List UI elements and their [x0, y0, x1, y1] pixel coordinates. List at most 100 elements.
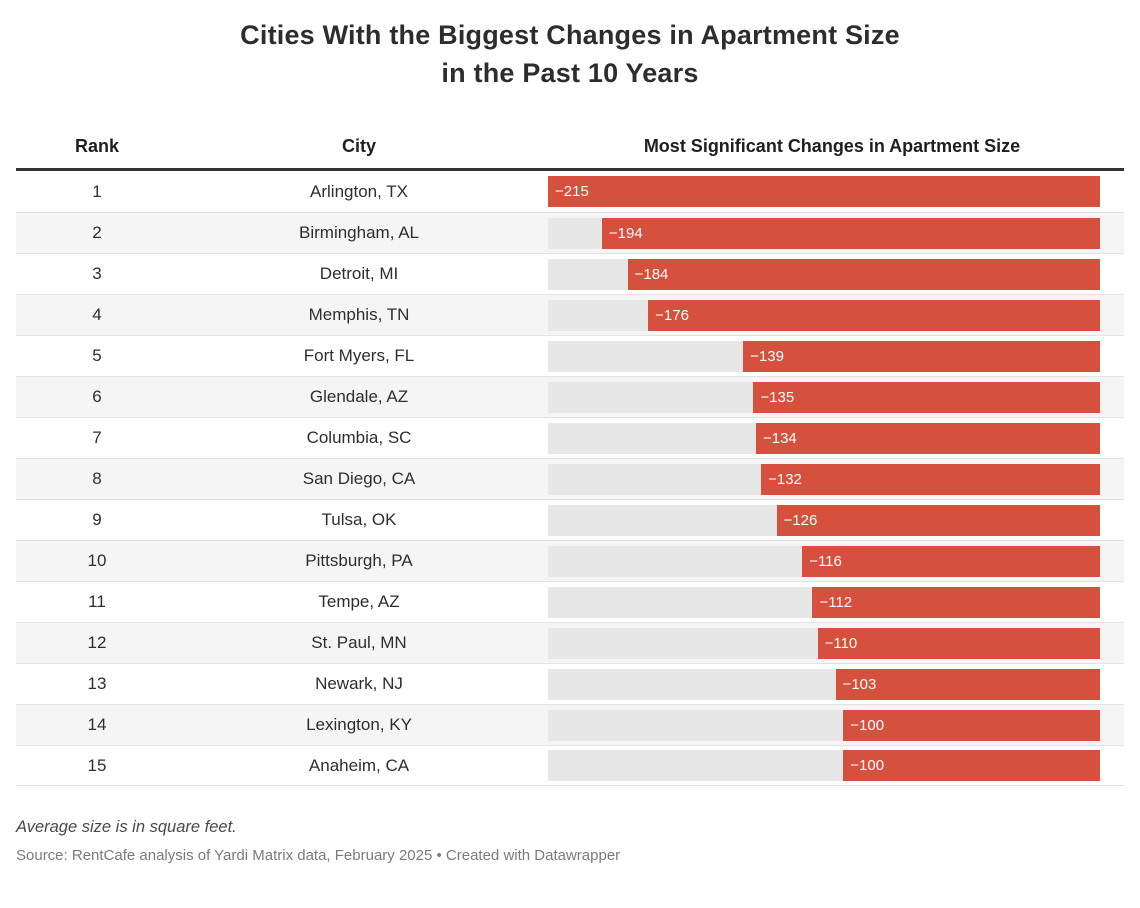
bar-track: −110	[548, 627, 1100, 659]
bar-track: −215	[548, 176, 1100, 207]
column-header-bar: Most Significant Changes in Apartment Si…	[643, 136, 1021, 156]
table-row: 1 Arlington, TX −215	[16, 171, 1124, 212]
table-row: 8 San Diego, CA −132	[16, 458, 1124, 499]
bar-cell: −139	[540, 340, 1124, 372]
bar: −139	[743, 340, 1100, 372]
bar: −112	[812, 586, 1100, 618]
city-cell: Memphis, TN	[308, 305, 410, 324]
bar-track: −135	[548, 381, 1100, 413]
bar-cell: −194	[540, 217, 1124, 249]
rank-cell: 13	[87, 674, 107, 693]
bar-cell: −103	[540, 668, 1124, 700]
bar-value-label: −135	[760, 388, 795, 406]
bar: −100	[843, 709, 1100, 741]
table-row: 3 Detroit, MI −184	[16, 253, 1124, 294]
bar: −110	[817, 627, 1100, 659]
city-cell: Lexington, KY	[306, 715, 412, 734]
table-row: 2 Birmingham, AL −194	[16, 212, 1124, 253]
bar-track: −176	[548, 299, 1100, 331]
bar: −134	[755, 422, 1100, 454]
bar-track: −132	[548, 463, 1100, 495]
rank-cell: 3	[92, 264, 102, 283]
column-header-rank: Rank	[74, 136, 119, 156]
bar-cell: −215	[540, 176, 1124, 207]
chart-title: Cities With the Biggest Changes in Apart…	[0, 0, 1140, 92]
bar-cell: −184	[540, 258, 1124, 290]
city-cell: Pittsburgh, PA	[305, 551, 413, 570]
bar-value-label: −126	[783, 511, 818, 529]
source-line: Source: RentCafe analysis of Yardi Matri…	[16, 847, 621, 864]
city-cell: Tempe, AZ	[318, 592, 400, 611]
bar: −176	[648, 299, 1100, 331]
city-cell: Arlington, TX	[310, 181, 408, 201]
table-row: 12 St. Paul, MN −110	[16, 622, 1124, 663]
table-row: 11 Tempe, AZ −112	[16, 581, 1124, 622]
city-cell: Detroit, MI	[319, 264, 399, 283]
bar-value-label: −100	[850, 716, 885, 734]
rank-cell: 7	[92, 428, 102, 447]
bar-track: −103	[548, 668, 1100, 700]
city-cell: Tulsa, OK	[321, 510, 397, 529]
bar-cell: −110	[540, 627, 1124, 659]
bar-value-label: −139	[750, 347, 784, 365]
bar-track: −126	[548, 504, 1100, 536]
bar: −132	[761, 463, 1100, 495]
rank-cell: 8	[92, 469, 102, 488]
bar-cell: −126	[540, 504, 1124, 536]
bar-track: −184	[548, 258, 1100, 290]
rank-cell: 9	[92, 510, 102, 529]
bar-value-label: −184	[634, 265, 669, 283]
bar: −184	[627, 258, 1100, 290]
column-header-city: City	[341, 136, 376, 156]
bar-value-label: −132	[768, 470, 802, 488]
city-cell: Fort Myers, FL	[303, 346, 415, 365]
chart-title-line1: Cities With the Biggest Changes in Apart…	[240, 20, 900, 50]
rank-cell: 1	[92, 181, 102, 201]
city-cell: Glendale, AZ	[309, 387, 409, 406]
table-row: 15 Anaheim, CA −100	[16, 745, 1124, 786]
bar-track: −112	[548, 586, 1100, 618]
rank-cell: 5	[92, 346, 102, 365]
bar-value-label: −194	[608, 224, 643, 242]
bar: −194	[601, 217, 1100, 249]
table-row: 4 Memphis, TN −176	[16, 294, 1124, 335]
bar: −126	[776, 504, 1100, 536]
bar-cell: −176	[540, 299, 1124, 331]
table-row: 14 Lexington, KY −100	[16, 704, 1124, 745]
city-cell: San Diego, CA	[302, 469, 416, 488]
chart-footer: Average size is in square feet. Source: …	[16, 818, 1124, 864]
chart-note: Average size is in square feet.	[16, 818, 237, 836]
bar-track: −100	[548, 709, 1100, 741]
chart: Cities With the Biggest Changes in Apart…	[0, 0, 1140, 864]
rank-cell: 14	[87, 715, 107, 734]
chart-title-line2: in the Past 10 Years	[441, 58, 699, 88]
bar-cell: −132	[540, 463, 1124, 495]
city-cell: Anaheim, CA	[308, 755, 410, 775]
bar-value-label: −112	[819, 593, 853, 611]
table-row: 13 Newark, NJ −103	[16, 663, 1124, 704]
bar-track: −116	[548, 545, 1100, 577]
bar-value-label: −116	[809, 552, 842, 570]
bar: −100	[843, 750, 1100, 781]
rank-cell: 15	[87, 755, 107, 775]
table-row: 10 Pittsburgh, PA −116	[16, 540, 1124, 581]
bar: −135	[753, 381, 1100, 413]
table-row: 7 Columbia, SC −134	[16, 417, 1124, 458]
bar-cell: −135	[540, 381, 1124, 413]
city-cell: Newark, NJ	[315, 674, 403, 693]
city-cell: Birmingham, AL	[299, 223, 419, 242]
bar-cell: −112	[540, 586, 1124, 618]
bar-value-label: −103	[842, 675, 877, 693]
rank-cell: 10	[87, 551, 107, 570]
table-row: 6 Glendale, AZ −135	[16, 376, 1124, 417]
rank-cell: 6	[92, 387, 102, 406]
city-cell: Columbia, SC	[306, 428, 412, 447]
bar-cell: −100	[540, 709, 1124, 741]
city-cell: St. Paul, MN	[311, 633, 407, 652]
table-row: 5 Fort Myers, FL −139	[16, 335, 1124, 376]
bar-value-label: −176	[655, 306, 689, 324]
bar-value-label: −134	[762, 429, 797, 447]
bar-track: −139	[548, 340, 1100, 372]
bar-value-label: −215	[555, 183, 589, 200]
table-header: Rank City Most Significant Changes in Ap…	[16, 136, 1124, 171]
